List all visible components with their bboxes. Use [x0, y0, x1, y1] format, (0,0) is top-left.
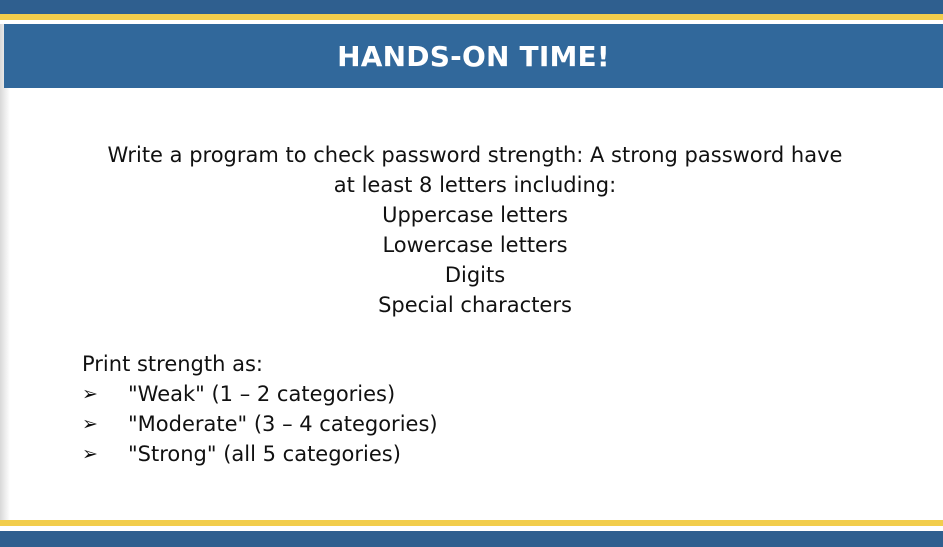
arrow-bullet-icon: ➢ — [82, 443, 98, 465]
task-description: Write a program to check password streng… — [40, 140, 910, 320]
requirement-special: Special characters — [378, 293, 572, 317]
list-item: ➢ "Strong" (all 5 categories) — [82, 439, 782, 469]
requirement-digits: Digits — [444, 263, 506, 287]
list-item: ➢ "Moderate" (3 – 4 categories) — [82, 409, 782, 439]
top-divider-gap — [0, 20, 943, 24]
slide-edge-shadow — [0, 0, 10, 547]
output-spec: Print strength as: ➢ "Weak" (1 – 2 categ… — [82, 349, 782, 469]
strength-weak: "Weak" (1 – 2 categories) — [128, 382, 396, 406]
list-item: ➢ "Weak" (1 – 2 categories) — [82, 379, 782, 409]
bottom-blue-stripe — [0, 531, 943, 547]
bottom-gold-stripe — [0, 520, 943, 526]
output-heading: Print strength as: — [82, 352, 263, 376]
task-line-intro: Write a program to check password streng… — [107, 143, 843, 167]
top-blue-stripe — [0, 0, 943, 14]
top-gold-stripe — [0, 14, 943, 20]
arrow-bullet-icon: ➢ — [82, 413, 98, 435]
header-bar: HANDS-ON TIME! — [4, 24, 943, 88]
task-line-length: at least 8 letters including: — [333, 173, 617, 197]
bottom-divider-gap — [0, 526, 943, 531]
requirement-uppercase: Uppercase letters — [382, 203, 568, 227]
strength-strong: "Strong" (all 5 categories) — [128, 442, 401, 466]
strength-moderate: "Moderate" (3 – 4 categories) — [128, 412, 438, 436]
requirement-lowercase: Lowercase letters — [382, 233, 568, 257]
arrow-bullet-icon: ➢ — [82, 383, 98, 405]
slide-title: HANDS-ON TIME! — [337, 39, 610, 73]
